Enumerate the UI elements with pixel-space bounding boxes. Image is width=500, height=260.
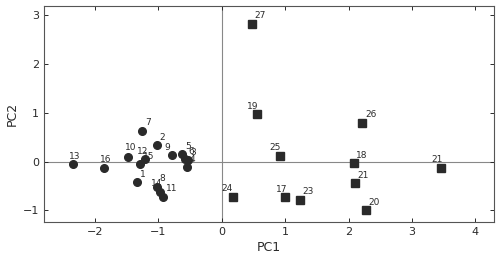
Text: 23: 23 — [302, 187, 314, 196]
Text: 15: 15 — [143, 152, 154, 161]
Text: 14: 14 — [151, 179, 162, 188]
Text: 17: 17 — [276, 185, 287, 194]
Text: 2: 2 — [160, 133, 165, 142]
Text: 21: 21 — [432, 155, 443, 164]
Text: 24: 24 — [222, 184, 233, 193]
Text: 9: 9 — [164, 143, 170, 152]
Text: 5: 5 — [185, 142, 190, 151]
Text: 26: 26 — [365, 110, 376, 119]
Text: 25: 25 — [270, 143, 281, 152]
Text: 13: 13 — [68, 152, 80, 160]
Text: 3: 3 — [190, 148, 196, 157]
Text: 6: 6 — [188, 147, 194, 156]
Text: 8: 8 — [160, 174, 165, 184]
Text: 21: 21 — [358, 171, 369, 180]
Text: 4: 4 — [190, 155, 195, 164]
Text: 19: 19 — [247, 102, 258, 111]
Text: 20: 20 — [369, 198, 380, 207]
Y-axis label: PC2: PC2 — [6, 102, 18, 126]
X-axis label: PC1: PC1 — [257, 242, 281, 255]
Text: 12: 12 — [136, 147, 148, 156]
Text: 27: 27 — [254, 11, 266, 20]
Text: 10: 10 — [124, 143, 136, 152]
Text: 1: 1 — [140, 170, 145, 179]
Text: 7: 7 — [145, 118, 150, 127]
Text: 11: 11 — [166, 184, 177, 193]
Text: 16: 16 — [100, 155, 112, 164]
Text: 18: 18 — [356, 151, 368, 160]
